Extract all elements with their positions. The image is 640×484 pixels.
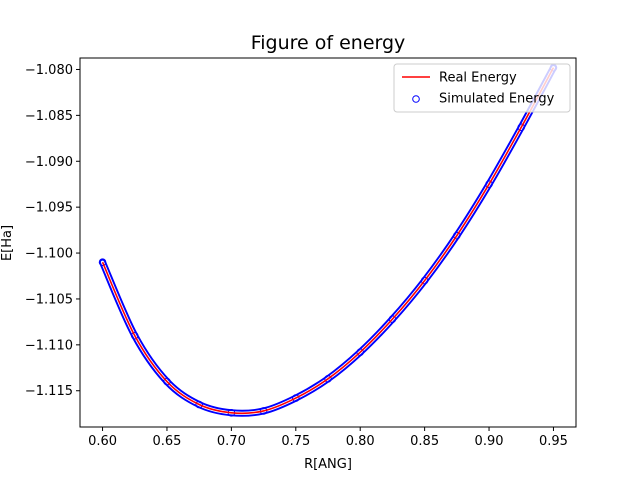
x-tick-label: 0.80 — [346, 434, 375, 449]
y-tick-label: −1.115 — [25, 384, 73, 399]
simulated-energy-point — [324, 375, 332, 383]
x-axis: 0.60 0.65 0.70 0.75 0.80 0.85 0.90 0.95 — [88, 427, 568, 449]
simulated-energy-point — [517, 123, 526, 132]
y-tick-label: −1.080 — [25, 63, 73, 78]
simulated-energy-point — [356, 348, 365, 356]
x-tick-label: 0.85 — [410, 434, 439, 449]
x-tick-label: 0.60 — [88, 434, 117, 449]
legend-swatch-simulated-energy — [412, 95, 420, 103]
simulated-energy-point — [388, 315, 397, 323]
x-tick-label: 0.95 — [539, 434, 568, 449]
simulated-energy-point — [98, 258, 107, 267]
x-tick-label: 0.75 — [281, 434, 310, 449]
y-axis: −1.080 −1.085 −1.090 −1.095 −1.100 −1.105 −1.1… — [25, 63, 80, 399]
plot-marks — [98, 63, 558, 417]
y-axis-label: E[Ha] — [0, 225, 15, 261]
x-tick-label: 0.65 — [152, 434, 181, 449]
simulated-energy-point — [453, 231, 461, 240]
simulated-energy-point — [195, 400, 203, 409]
simulated-energy-point — [485, 180, 493, 189]
y-tick-label: −1.100 — [25, 247, 73, 262]
legend-frame — [393, 63, 571, 113]
y-tick-label: −1.085 — [25, 109, 73, 124]
simulated-energy-point — [163, 377, 171, 386]
y-tick-label: −1.090 — [25, 155, 73, 170]
plot-area-frame — [79, 57, 577, 428]
x-tick-label: 0.90 — [475, 434, 504, 449]
real-energy-line — [101, 67, 555, 415]
legend: Real Energy Simulated Energy — [393, 63, 571, 113]
legend-label: Simulated Energy — [439, 92, 555, 107]
simulated-energy-point — [291, 394, 300, 402]
x-axis-label: R[ANG] — [304, 457, 352, 472]
simulated-energy-marker-band-inner — [100, 66, 556, 415]
y-tick-label: −1.095 — [25, 201, 73, 216]
y-tick-label: −1.110 — [25, 338, 73, 353]
legend-label: Real Energy — [439, 71, 517, 86]
x-tick-label: 0.70 — [217, 434, 246, 449]
simulated-energy-point — [130, 331, 139, 340]
simulated-energy-point — [420, 276, 429, 285]
simulated-energy-marker-band — [99, 64, 557, 417]
y-tick-label: −1.105 — [25, 292, 73, 307]
chart-title: Figure of energy — [251, 32, 406, 54]
